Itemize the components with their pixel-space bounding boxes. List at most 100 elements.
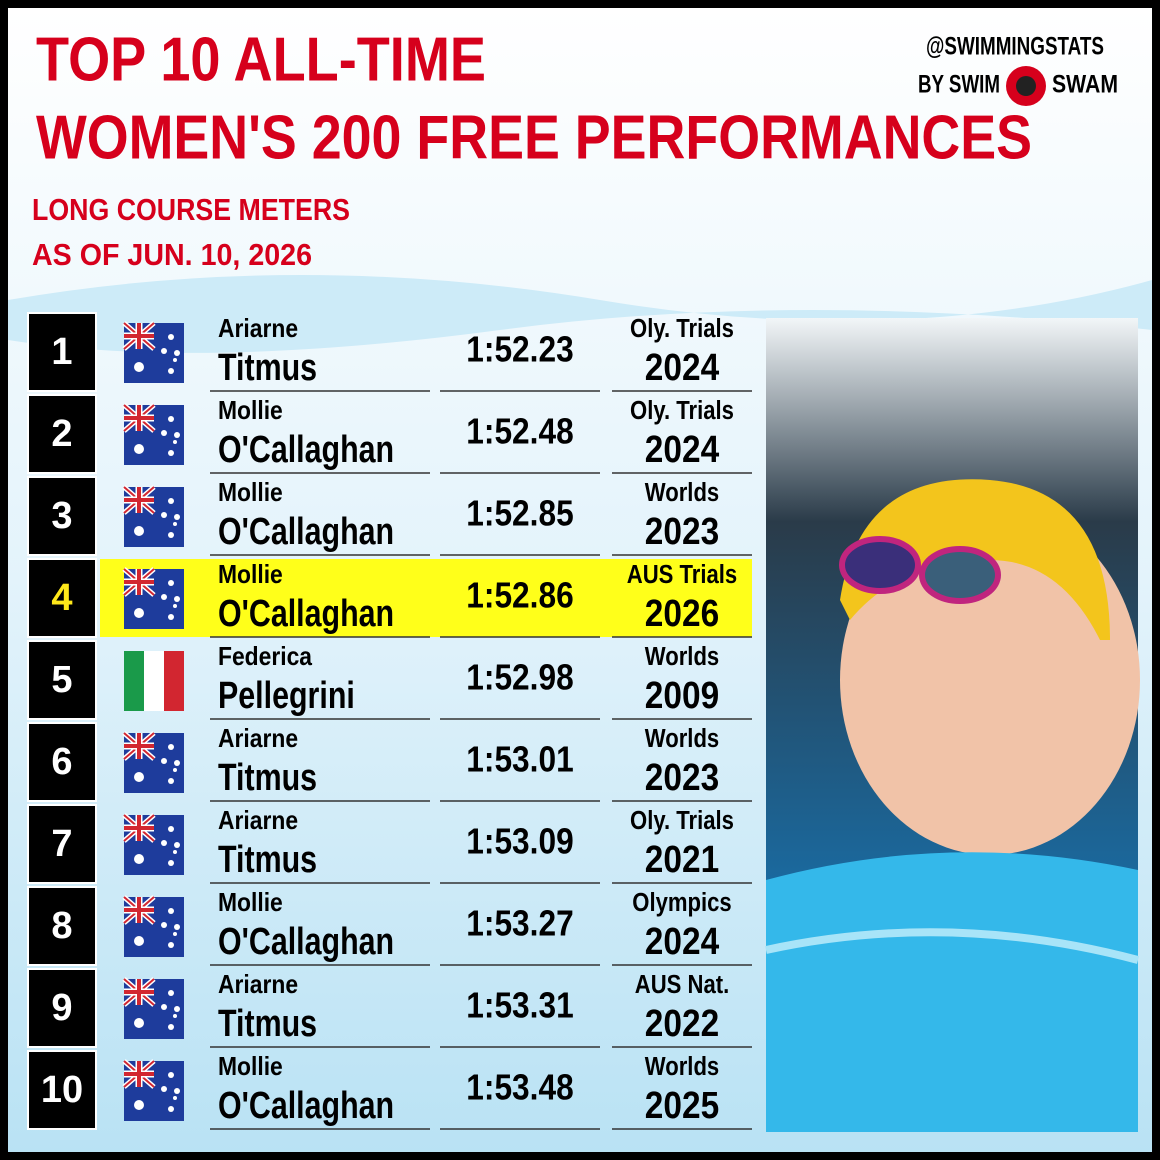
flag-star xyxy=(173,604,177,608)
last-name: Titmus xyxy=(218,347,317,389)
rank-box xyxy=(27,886,97,966)
year: 2024 xyxy=(645,428,719,470)
last-name: O'Callaghan xyxy=(218,511,394,553)
title-line: TOP 10 ALL-TIME xyxy=(36,25,486,94)
header: TOP 10 ALL-TIME WOMEN'S 200 FREE PERFORM… xyxy=(32,25,1118,272)
year: 2022 xyxy=(645,1002,719,1044)
flag-star xyxy=(161,1004,167,1010)
meet: Oly. Trials xyxy=(630,314,734,343)
rank: 5 xyxy=(51,659,72,701)
rank: 4 xyxy=(51,577,72,619)
title-line: WOMEN'S 200 FREE PERFORMANCES xyxy=(36,103,1032,172)
flag-star xyxy=(134,1100,144,1110)
meet: Worlds xyxy=(645,724,719,753)
first-name: Ariarne xyxy=(218,315,298,344)
rank-box xyxy=(27,476,97,556)
year: 2024 xyxy=(645,920,719,962)
rank: 2 xyxy=(51,413,72,455)
flag-star xyxy=(174,924,180,930)
flag-star xyxy=(174,514,180,520)
flag-star xyxy=(174,596,180,602)
time: 1:53.09 xyxy=(466,822,573,862)
last-name: Titmus xyxy=(218,757,317,799)
rank-box xyxy=(27,640,97,720)
first-name: Federica xyxy=(218,643,312,672)
flag-star xyxy=(161,430,167,436)
time: 1:52.86 xyxy=(466,576,573,616)
rank-box xyxy=(27,558,97,638)
table: 1 Ariarne Titmus 1:52.23 Oly. Trials 2024 2 Mol… xyxy=(27,312,752,1130)
flag-star xyxy=(168,1106,174,1112)
row-highlight xyxy=(100,559,752,637)
table-row: 4 Mollie O'Callaghan 1:52.86 AUS Trials 2026 xyxy=(27,558,752,638)
year: 2026 xyxy=(645,592,719,634)
table-row: 2 Mollie O'Callaghan 1:52.48 Oly. Trials 2024 xyxy=(27,394,752,474)
first-name: Ariarne xyxy=(218,971,298,1000)
first-name: Mollie xyxy=(218,561,283,590)
subtitle-line: AS OF JUN. 10, 2026 xyxy=(32,237,312,272)
flag-star xyxy=(174,760,180,766)
flag-star xyxy=(161,840,167,846)
last-name: O'Callaghan xyxy=(218,1085,394,1127)
flag-red xyxy=(164,651,184,711)
flag-star xyxy=(134,772,144,782)
year: 2024 xyxy=(645,346,719,388)
flag-star xyxy=(168,990,174,996)
last-name: O'Callaghan xyxy=(218,921,394,963)
flag-star xyxy=(168,450,174,456)
table-row: 3 Mollie O'Callaghan 1:52.85 Worlds 2023 xyxy=(27,476,752,556)
flag-union xyxy=(124,569,154,595)
meet: AUS Nat. xyxy=(635,970,729,999)
flag-union xyxy=(124,979,154,1005)
flag-star xyxy=(161,1086,167,1092)
time: 1:53.48 xyxy=(466,1068,573,1108)
flag-green xyxy=(124,651,144,711)
year: 2023 xyxy=(645,756,719,798)
flag-star xyxy=(168,498,174,504)
wave xyxy=(8,275,1152,353)
flag-star xyxy=(168,860,174,866)
rank: 1 xyxy=(51,331,72,373)
flag-star xyxy=(134,362,144,372)
first-name: Mollie xyxy=(218,397,283,426)
flag-star xyxy=(168,580,174,586)
last-name: Titmus xyxy=(218,839,317,881)
subtitle-line: LONG COURSE METERS xyxy=(32,192,350,227)
rank-box xyxy=(27,722,97,802)
brand-by: BY SWIM xyxy=(918,71,1000,99)
flag-union xyxy=(124,1061,154,1087)
year: 2025 xyxy=(645,1084,719,1126)
table-row: 9 Ariarne Titmus 1:53.31 AUS Nat. 2022 xyxy=(27,968,752,1048)
flag-star xyxy=(168,368,174,374)
time: 1:52.98 xyxy=(466,658,573,698)
flag-star xyxy=(174,1006,180,1012)
rank: 3 xyxy=(51,495,72,537)
rank: 9 xyxy=(51,987,72,1029)
flag-star xyxy=(168,334,174,340)
flag-star xyxy=(168,1024,174,1030)
first-name: Mollie xyxy=(218,889,283,918)
flag-star xyxy=(161,512,167,518)
flag-star xyxy=(173,522,177,526)
meet: Oly. Trials xyxy=(630,396,734,425)
flag-star xyxy=(134,444,144,454)
meet: AUS Trials xyxy=(627,560,737,589)
rank: 6 xyxy=(51,741,72,783)
rank-box xyxy=(27,968,97,1048)
flag-union xyxy=(124,733,154,759)
time: 1:52.23 xyxy=(466,330,573,370)
table-row: 1 Ariarne Titmus 1:52.23 Oly. Trials 2024 xyxy=(27,312,752,392)
flag-star xyxy=(173,440,177,444)
table-row: 6 Ariarne Titmus 1:53.01 Worlds 2023 xyxy=(27,722,752,802)
flag-star xyxy=(168,532,174,538)
flag-star xyxy=(134,1018,144,1028)
flag-star xyxy=(173,1014,177,1018)
flag-star xyxy=(173,768,177,772)
time: 1:52.85 xyxy=(466,494,573,534)
flag-star xyxy=(168,614,174,620)
flag-star xyxy=(168,416,174,422)
rank-box xyxy=(27,312,97,392)
last-name: O'Callaghan xyxy=(218,593,394,635)
flag-star xyxy=(134,854,144,864)
